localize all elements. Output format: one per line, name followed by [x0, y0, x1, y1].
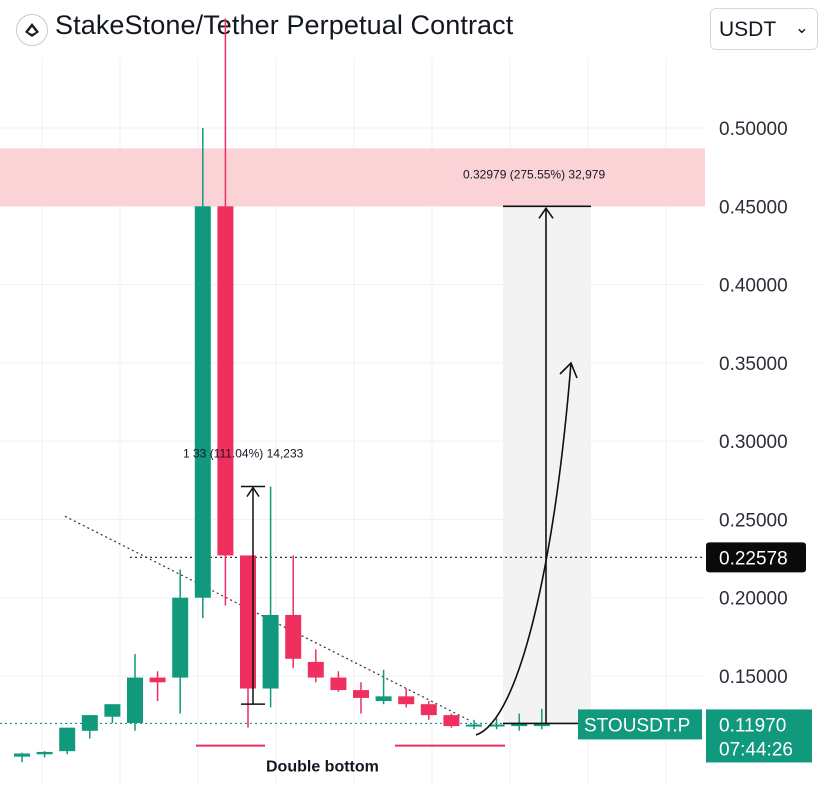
target-zone — [0, 148, 705, 207]
candle-body — [330, 677, 347, 691]
price-axis-tick-label: 0.50000 — [719, 119, 788, 140]
stakestone-logo-icon — [16, 14, 48, 46]
projection-curve[interactable] — [475, 362, 572, 736]
candle-body — [353, 690, 369, 698]
price-axis-tick-label: 0.25000 — [719, 510, 788, 531]
projection-arrowhead — [559, 361, 578, 379]
last-price-tag — [706, 709, 812, 763]
candle-body — [420, 704, 437, 716]
measure-big-label: 0.32979 (275.55%) 32,979 — [463, 167, 605, 181]
measure-tools[interactable] — [241, 205, 591, 725]
price-axis-tick-label: 0.20000 — [719, 589, 788, 610]
chevron-down-icon: ⌄ — [794, 18, 809, 37]
symbol-tag — [578, 709, 702, 740]
candle-body — [398, 696, 415, 705]
candle-body — [443, 715, 460, 727]
price-axis-tick-label: 0.35000 — [719, 354, 788, 375]
highlight-price-tag — [706, 542, 806, 573]
candle-body — [285, 614, 302, 659]
candle-body — [262, 614, 279, 689]
candle-body — [149, 677, 166, 683]
price-tags: 0.22578 STOUSDT.P 0.11970 07:44:26 — [578, 542, 812, 763]
measure-small-arrowhead — [246, 486, 260, 497]
candle-body — [533, 723, 550, 727]
projection-arrow[interactable] — [475, 361, 578, 736]
currency-value: USDT — [719, 18, 777, 41]
last-price-value: 0.11970 — [719, 715, 786, 736]
countdown-timer: 07:44:26 — [719, 739, 793, 760]
symbol-name: STOUSDT.P — [584, 715, 690, 736]
candle-body — [81, 715, 98, 731]
page-title: StakeStone/Tether Perpetual Contract — [55, 10, 514, 40]
candle-body — [307, 661, 324, 678]
candle-body — [36, 751, 53, 755]
candle-body — [511, 722, 528, 727]
price-axis-tick-label: 0.40000 — [719, 276, 788, 297]
candle-body — [466, 724, 482, 727]
measure-big-arrowhead — [538, 206, 554, 219]
candle-body — [59, 727, 76, 752]
chart-header: StakeStone/Tether Perpetual Contract USD… — [0, 0, 828, 58]
candle-body — [172, 597, 189, 678]
double-bottom-label: Double bottom — [266, 759, 379, 776]
currency-select[interactable]: USDT ⌄ — [710, 8, 818, 50]
candle-body — [488, 724, 505, 727]
price-axis: 0.50000 0.45000 0.40000 0.35000 0.30000 0.250… — [719, 119, 788, 688]
candles — [14, 18, 550, 763]
price-lines — [0, 556, 705, 725]
candle-body — [104, 704, 121, 717]
candle-body — [127, 677, 143, 723]
measure-small-label: 1 33 (111.04%) 14,233 — [183, 447, 304, 461]
candle-body — [375, 696, 392, 702]
candle-body — [194, 206, 211, 598]
price-axis-tick-label: 0.30000 — [719, 432, 788, 453]
candle-body — [14, 753, 30, 757]
candle-body — [240, 555, 256, 689]
candle-body — [217, 206, 234, 556]
price-axis-tick-label: 0.45000 — [719, 197, 788, 218]
price-axis-tick-label: 0.15000 — [719, 667, 788, 688]
measure-range-box — [503, 206, 591, 724]
highlight-price-value: 0.22578 — [719, 548, 788, 569]
